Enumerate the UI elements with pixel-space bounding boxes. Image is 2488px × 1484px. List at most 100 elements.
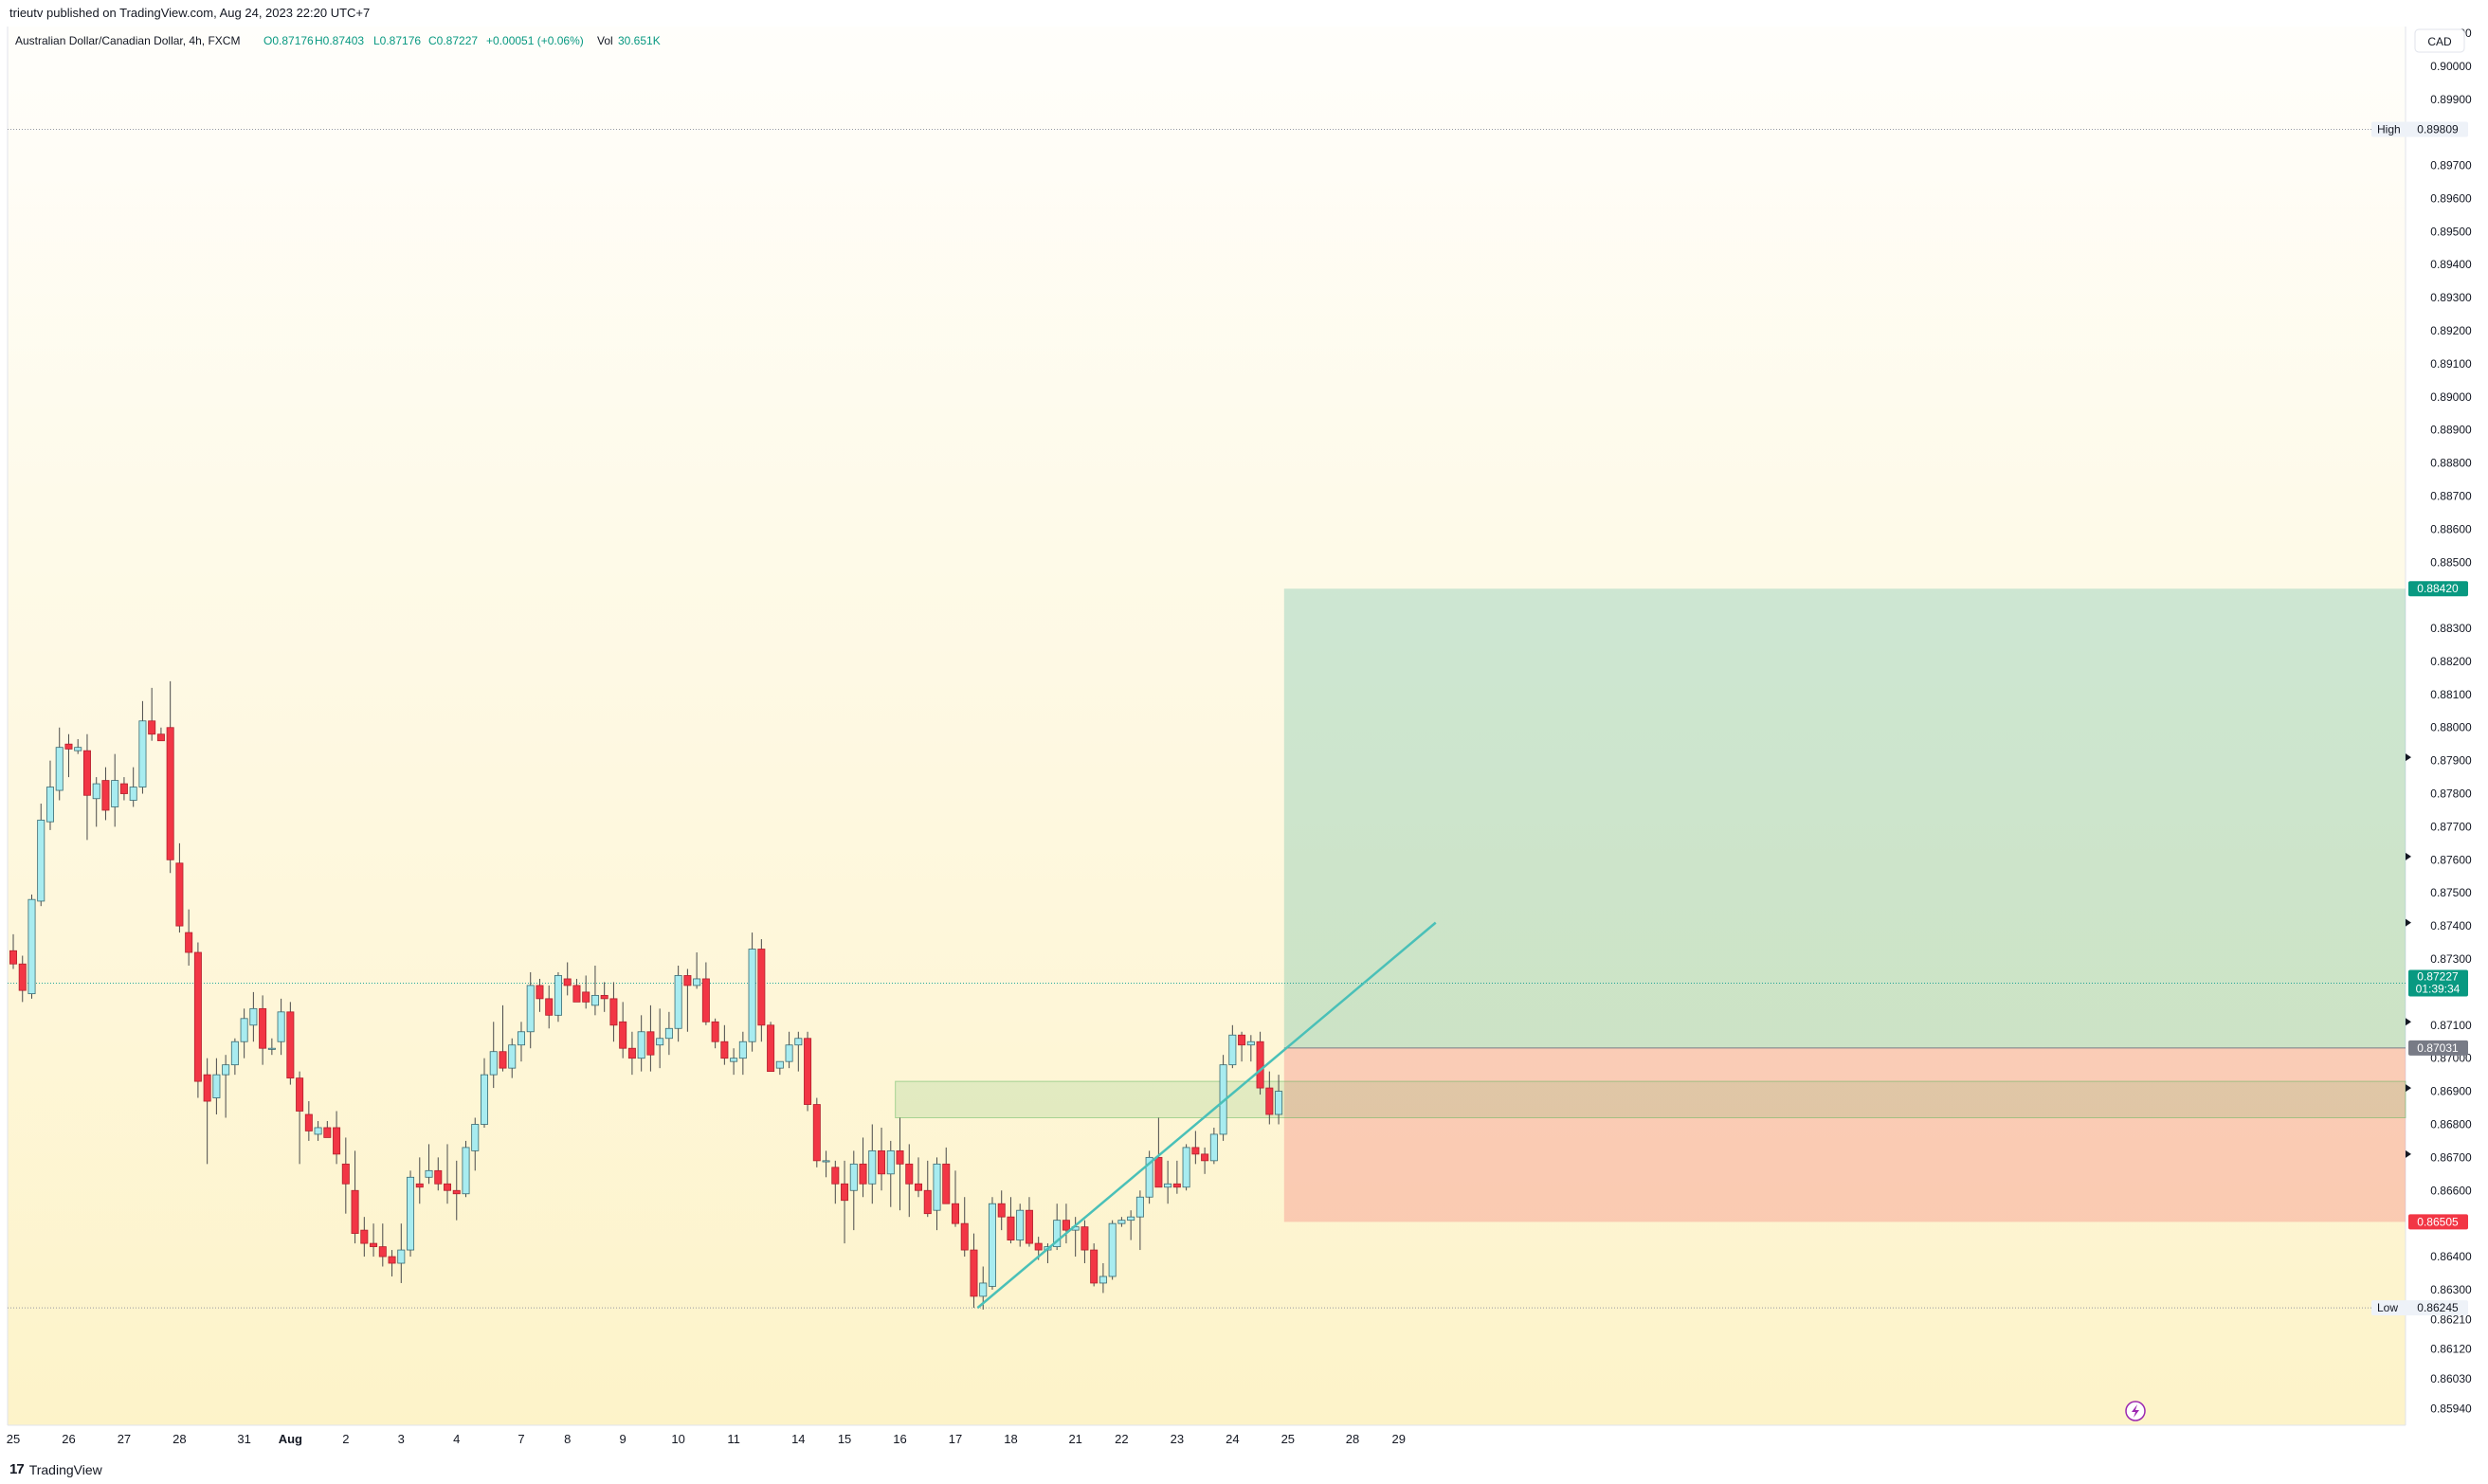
candle: [166, 680, 174, 874]
y-tick-label: 0.86400: [2430, 1250, 2472, 1263]
candle: [378, 1223, 387, 1267]
current-price-label-text: 0.87227: [2417, 969, 2459, 983]
candle-body-down: [572, 985, 581, 1003]
candle-body-up: [407, 1176, 415, 1251]
candle: [545, 985, 554, 1029]
candle-body-down: [101, 780, 110, 811]
candle: [185, 909, 193, 966]
x-tick-label: 17: [949, 1432, 962, 1446]
candle-body-down: [536, 985, 544, 1000]
candle-body-up: [240, 1018, 248, 1042]
candle: [452, 1160, 461, 1221]
x-tick-label: 15: [838, 1432, 851, 1446]
y-tick-label: 0.87300: [2430, 952, 2472, 966]
candle: [425, 1144, 433, 1185]
candle: [1099, 1263, 1107, 1294]
candle: [905, 1144, 914, 1218]
x-tick-label: 29: [1392, 1432, 1406, 1446]
legend-close: C0.87227: [428, 34, 478, 47]
candle: [27, 894, 36, 999]
y-tick-label: 0.87700: [2430, 820, 2472, 833]
x-tick-label: 8: [564, 1432, 571, 1446]
tradingview-logo[interactable]: 17 TradingView: [9, 1461, 102, 1477]
price-chart[interactable]: 0.901000.900000.899000.897000.896000.895…: [0, 27, 2488, 1456]
candle-body-down: [997, 1203, 1006, 1218]
candle: [526, 971, 535, 1049]
candle-body-down: [1081, 1226, 1089, 1251]
candle-body-up: [222, 1064, 230, 1076]
candle-body-up: [92, 783, 100, 800]
candle: [748, 932, 756, 1052]
candle: [997, 1190, 1006, 1231]
x-tick-label: 21: [1068, 1432, 1081, 1446]
x-tick-label: 14: [791, 1432, 805, 1446]
y-tick-label: 0.86800: [2430, 1117, 2472, 1131]
candle: [471, 1117, 480, 1171]
candle: [849, 1150, 858, 1231]
tradingview-logo-text: TradingView: [28, 1461, 102, 1477]
footer-bar: 17 TradingView: [0, 1456, 2488, 1484]
profit-zone[interactable]: [1283, 588, 2406, 1048]
entry-price-label-box: [2408, 1040, 2468, 1056]
support-zone[interactable]: [895, 1080, 2406, 1118]
currency-badge[interactable]: CAD: [2414, 28, 2465, 53]
candle-body-down: [452, 1189, 461, 1195]
candle: [609, 982, 618, 1042]
ascending-trendline[interactable]: [976, 921, 1437, 1310]
axis-marker: [2406, 918, 2411, 927]
candle-body-down: [951, 1203, 959, 1224]
x-tick-label: 3: [398, 1432, 405, 1446]
y-tick-label: 0.89900: [2430, 93, 2472, 106]
candle-body-down: [1191, 1147, 1200, 1155]
candle: [1062, 1203, 1070, 1244]
y-tick-label: 0.89700: [2430, 159, 2472, 172]
candle-body-down: [878, 1149, 886, 1175]
candle-body-down: [64, 743, 73, 750]
candle-body-up: [517, 1031, 525, 1046]
candle-body-down: [841, 1183, 849, 1202]
candle-body-up: [849, 1163, 858, 1191]
candle-body-up: [1145, 1156, 1153, 1198]
lightning-icon[interactable]: [2125, 1401, 2146, 1421]
x-tick-label: 22: [1115, 1432, 1128, 1446]
candle-body-up: [397, 1249, 406, 1264]
candle-body-up: [1117, 1220, 1126, 1224]
target-price-label-box: [2408, 581, 2468, 597]
trendline[interactable]: [976, 921, 1437, 1310]
candle: [119, 777, 128, 801]
candle: [333, 1111, 341, 1165]
candle-body-down: [600, 994, 608, 1000]
candle: [92, 777, 100, 827]
x-tick-label: 24: [1226, 1432, 1239, 1446]
target-price-label-text: 0.88420: [2417, 582, 2459, 595]
x-tick-label: 31: [237, 1432, 250, 1446]
candle-body-up: [794, 1038, 803, 1046]
support-zone-rect[interactable]: [895, 1080, 2406, 1118]
candle-body-down: [619, 1021, 627, 1049]
x-tick-label: 25: [7, 1432, 20, 1446]
loss-zone[interactable]: [1283, 1047, 2406, 1222]
y-tick-label: 0.89600: [2430, 191, 2472, 205]
candle: [841, 1160, 849, 1244]
y-tick-label: 0.86700: [2430, 1150, 2472, 1164]
candle: [259, 995, 267, 1065]
candle: [129, 767, 137, 807]
candle: [101, 767, 110, 821]
candle: [627, 1031, 636, 1076]
candle-body-up: [1246, 1041, 1255, 1046]
long-position-tool[interactable]: [1283, 588, 2406, 1222]
candle-body-down: [915, 1183, 923, 1191]
y-tick-label: 0.88500: [2430, 555, 2472, 569]
candle-body-up: [249, 1007, 258, 1026]
candle-body-up: [730, 1058, 738, 1062]
candle-body-up: [988, 1203, 996, 1287]
candle: [1164, 1160, 1172, 1204]
candle: [942, 1147, 951, 1204]
candle: [1154, 1117, 1163, 1188]
y-tick-label: 0.88600: [2430, 522, 2472, 535]
candle-body-down: [627, 1047, 636, 1059]
candle-body-down: [646, 1031, 655, 1056]
candle: [794, 1031, 803, 1072]
candle-body-down: [378, 1246, 387, 1258]
candle: [45, 760, 54, 830]
